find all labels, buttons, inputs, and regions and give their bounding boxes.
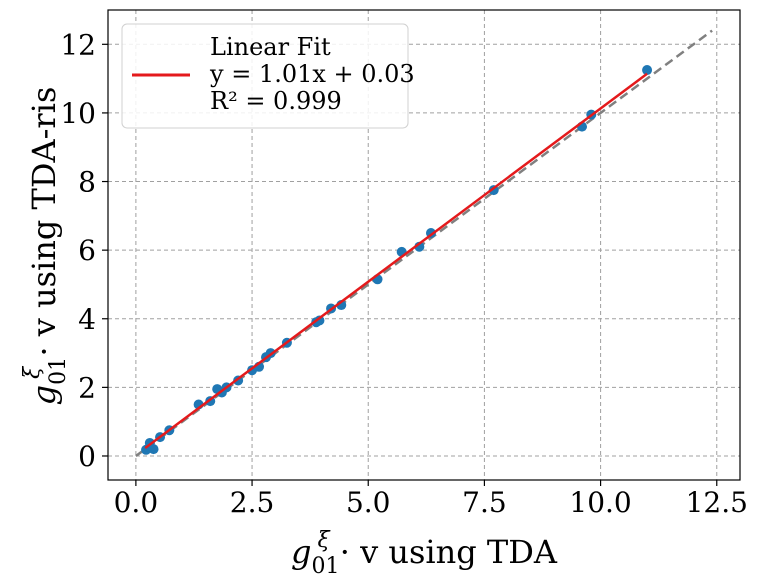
legend-box — [121, 23, 409, 129]
plot-frame — [107, 9, 741, 481]
y-tick-label: 2 — [78, 371, 96, 404]
y-tick-label: 6 — [78, 234, 96, 267]
y-axis-label: g01ξ · v using TDA-ris — [20, 87, 71, 406]
y-tick-label: 4 — [78, 303, 96, 336]
y-tick-label: 10 — [60, 97, 96, 130]
y-tick-label: 0 — [78, 440, 96, 473]
legend-fit-label: Linear Fit — [210, 33, 331, 61]
data-point — [148, 444, 159, 455]
x-tick-label: 2.5 — [230, 486, 275, 519]
y-tick-label: 8 — [78, 166, 96, 199]
x-tick-label: 10.0 — [569, 486, 631, 519]
x-tick-labels: 0.0 2.5 5.0 7.5 10.0 12.5 — [114, 486, 748, 519]
legend-r-squared: R² = 0.999 — [210, 87, 342, 115]
x-tick-label: 5.0 — [346, 486, 391, 519]
data-point — [642, 65, 653, 76]
x-tick-label: 7.5 — [462, 486, 507, 519]
reference-line-group — [135, 29, 713, 457]
reference-line — [135, 29, 713, 457]
legend-equation: y = 1.01x + 0.03 — [209, 60, 415, 88]
y-tick-labels: 0 2 4 6 8 10 12 — [60, 28, 96, 473]
fit-line-group — [144, 72, 648, 450]
x-axis-label: g01ξ · v using TDA — [291, 528, 558, 579]
data-point — [314, 315, 325, 326]
x-tick-label: 0.0 — [114, 486, 159, 519]
legend: Linear Fit y = 1.01x + 0.03 R² = 0.999 — [121, 23, 415, 129]
tick-marks — [102, 43, 718, 486]
y-tick-label: 12 — [60, 28, 96, 61]
fit-line — [144, 72, 648, 450]
x-tick-label: 12.5 — [686, 486, 748, 519]
